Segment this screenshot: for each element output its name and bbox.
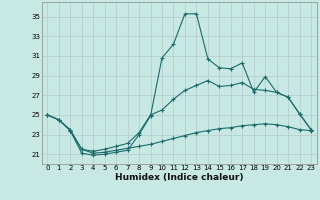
- X-axis label: Humidex (Indice chaleur): Humidex (Indice chaleur): [115, 173, 244, 182]
